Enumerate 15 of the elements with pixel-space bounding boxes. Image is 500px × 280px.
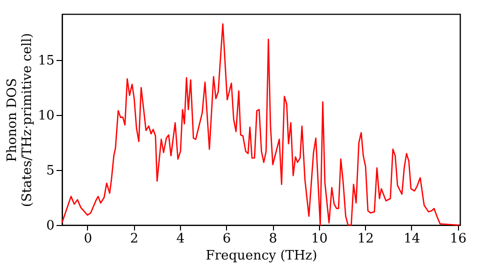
x-axis-title: Frequency (THz)	[206, 248, 318, 264]
x-tick-label: 16	[450, 232, 466, 246]
x-tick-label: 12	[357, 232, 374, 246]
x-tick-label: 14	[404, 232, 420, 246]
x-tick-label: 2	[130, 232, 138, 246]
y-tick-label: 0	[46, 218, 54, 234]
x-tick-label: 8	[268, 232, 278, 246]
x-tick-label: 0	[84, 232, 92, 246]
y-tick-label: 10	[38, 108, 54, 124]
x-tick-label: 4	[176, 232, 185, 246]
y-axis-title: Phonon DOS (States/THz·primitive cell)	[4, 32, 35, 208]
x-tick-label: 6	[222, 232, 231, 246]
y-tick-label: 15	[38, 54, 54, 69]
y-tick-label: 5	[46, 164, 54, 179]
x-tick-label: 10	[311, 232, 328, 246]
